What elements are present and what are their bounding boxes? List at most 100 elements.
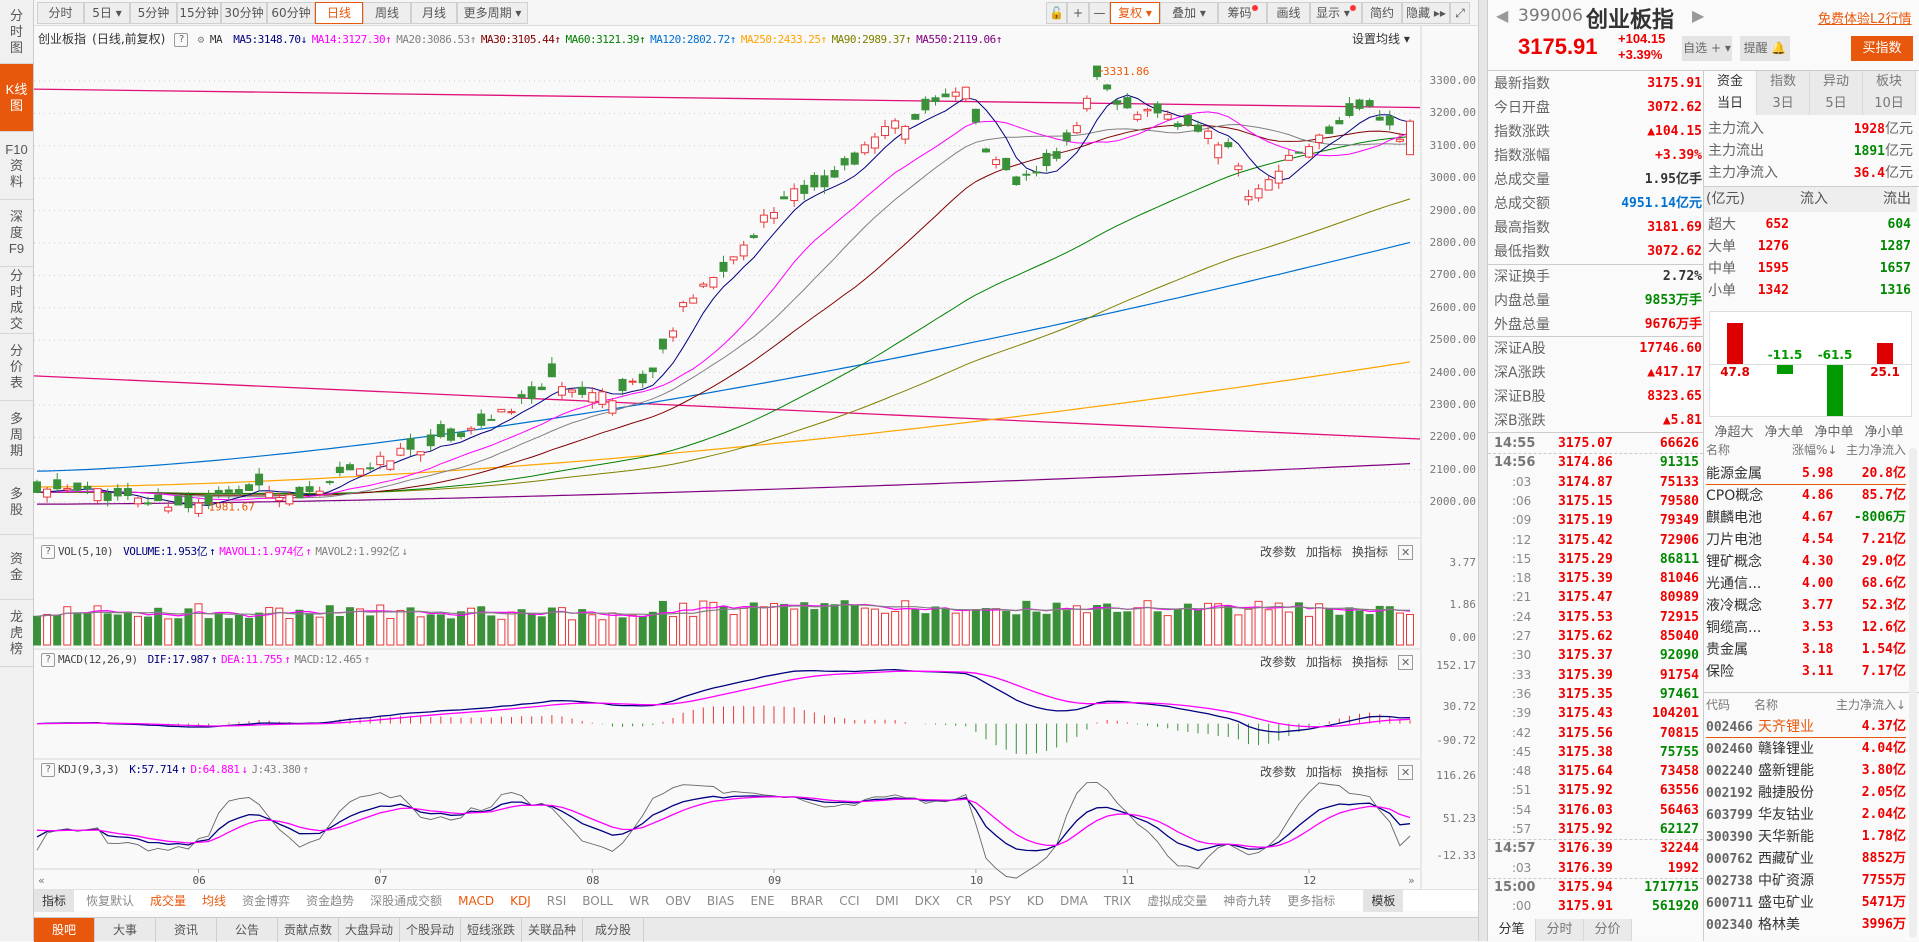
sidebar-item-2[interactable]: F10资料	[0, 132, 33, 200]
trend-line[interactable]	[33, 88, 1421, 109]
candle[interactable]	[901, 124, 910, 145]
candle[interactable]	[921, 96, 930, 114]
switch-indicator-button[interactable]: 换指标	[1352, 765, 1389, 779]
candle[interactable]	[204, 489, 213, 510]
candle[interactable]	[416, 451, 425, 462]
tick-tab[interactable]: 分笔	[1488, 919, 1536, 941]
indicator-tab[interactable]: CCI	[839, 894, 860, 908]
candle[interactable]	[1103, 83, 1112, 92]
candle[interactable]	[1254, 184, 1263, 202]
candle[interactable]	[1335, 116, 1344, 125]
indicator-tab[interactable]: 指标	[34, 890, 75, 912]
candle[interactable]	[1183, 113, 1192, 127]
sector-row[interactable]: 保险 3.11 7.17亿	[1706, 661, 1906, 683]
candle[interactable]	[386, 460, 395, 471]
indicator-tab[interactable]: 恢复默认	[86, 894, 135, 908]
indicator-tab[interactable]: DKX	[914, 894, 940, 908]
help-icon[interactable]: ?	[174, 33, 189, 47]
candle[interactable]	[1385, 110, 1394, 131]
trend-line[interactable]	[33, 375, 1421, 440]
chips-button[interactable]: 筹码	[1218, 2, 1267, 24]
indicator-tab[interactable]: 均线	[202, 894, 227, 908]
indicator-tab[interactable]: 模板	[1363, 890, 1404, 912]
sidebar-item-4[interactable]: 分时成交	[0, 267, 33, 334]
candle[interactable]	[749, 233, 758, 239]
sidebar-item-0[interactable]: 分时图	[0, 0, 33, 64]
candle[interactable]	[497, 408, 506, 413]
header-cell[interactable]: 名称	[1754, 698, 1779, 712]
panel-splitter[interactable]	[1478, 0, 1488, 941]
candle[interactable]	[1012, 175, 1021, 186]
l2-trial-link[interactable]: 免费体验L2行情	[1818, 12, 1912, 27]
candle[interactable]	[669, 327, 678, 342]
candle[interactable]	[951, 87, 960, 101]
candle[interactable]	[961, 86, 970, 103]
candle[interactable]	[93, 488, 102, 504]
candle[interactable]	[1284, 149, 1293, 161]
indicator-tab[interactable]: 成交量	[150, 894, 187, 908]
candle[interactable]	[820, 169, 829, 194]
overlay-button[interactable]: 叠加 ▾	[1160, 2, 1218, 24]
candle[interactable]	[769, 207, 778, 224]
candle[interactable]	[891, 118, 900, 134]
candle[interactable]	[1345, 97, 1354, 118]
candle[interactable]	[275, 493, 284, 508]
candle[interactable]	[123, 482, 132, 501]
indicator-tab[interactable]: OBV	[665, 894, 691, 908]
sector-row[interactable]: 锂矿概念 4.30 29.0亿	[1706, 551, 1906, 573]
candle[interactable]	[446, 427, 455, 443]
candle[interactable]	[366, 462, 375, 472]
candle[interactable]	[1093, 65, 1102, 81]
fund-period-tab[interactable]: 3日	[1757, 93, 1810, 115]
candle[interactable]	[103, 488, 112, 507]
candle[interactable]	[840, 156, 849, 171]
alert-button[interactable]: 提醒 🔔	[1740, 36, 1790, 61]
indicator-tab[interactable]: 虚拟成交量	[1147, 894, 1208, 908]
edit-params-button[interactable]: 改参数	[1260, 765, 1297, 779]
candle[interactable]	[992, 156, 1001, 169]
candle[interactable]	[113, 484, 122, 501]
close-panel-icon[interactable]: ✕	[1398, 765, 1414, 780]
candle[interactable]	[63, 484, 72, 492]
indicator-tab[interactable]: 资金趋势	[306, 894, 355, 908]
indicator-tab[interactable]: DMA	[1060, 894, 1088, 908]
candle[interactable]	[658, 338, 667, 354]
indicator-tab[interactable]: KD	[1026, 894, 1045, 908]
period-tab-3[interactable]: 15分钟	[177, 2, 221, 24]
indicator-tab[interactable]: 神奇九转	[1223, 894, 1272, 908]
indicator-tab[interactable]: 资金博弈	[242, 894, 291, 908]
display-button[interactable]: 显示 ▾	[1310, 2, 1362, 24]
stock-row[interactable]: 002192 融捷股份 2.05亿	[1706, 782, 1906, 804]
close-panel-icon[interactable]: ✕	[1398, 655, 1414, 670]
candle[interactable]	[810, 172, 819, 191]
candle[interactable]	[214, 486, 223, 499]
prev-stock-arrow-icon[interactable]: ◀	[1496, 6, 1509, 25]
candle[interactable]	[719, 255, 728, 278]
indicator-tab[interactable]: RSI	[546, 894, 567, 908]
candle[interactable]	[971, 108, 980, 125]
candle[interactable]	[588, 387, 597, 409]
period-tab-4[interactable]: 30分钟	[221, 2, 267, 24]
candle[interactable]	[507, 408, 516, 415]
candle[interactable]	[568, 388, 577, 398]
candle[interactable]	[255, 468, 264, 491]
candle[interactable]	[709, 276, 718, 290]
candle[interactable]	[1224, 138, 1233, 149]
candle[interactable]	[1052, 147, 1061, 162]
candle[interactable]	[608, 398, 617, 416]
candle[interactable]	[1082, 95, 1091, 112]
stock-row[interactable]: 002460 赣锋锂业 4.04亿	[1706, 738, 1906, 760]
scroll-right-button[interactable]: »	[1408, 874, 1415, 887]
candle[interactable]	[406, 433, 415, 457]
candle[interactable]	[467, 426, 476, 435]
edit-params-button[interactable]: 改参数	[1260, 545, 1297, 559]
candle[interactable]	[457, 431, 466, 440]
indicator-tab[interactable]: ENE	[750, 894, 775, 908]
bottom-tab[interactable]: 成分股	[583, 918, 644, 942]
candle[interactable]	[1032, 165, 1041, 177]
scrollbar[interactable]	[1909, 448, 1917, 938]
header-cell[interactable]: 主力净流入↓	[1835, 698, 1906, 712]
sector-row[interactable]: 光通信... 4.00 68.6亿	[1706, 573, 1906, 595]
candle[interactable]	[800, 179, 809, 201]
bottom-tab[interactable]: 股吧	[34, 918, 95, 942]
